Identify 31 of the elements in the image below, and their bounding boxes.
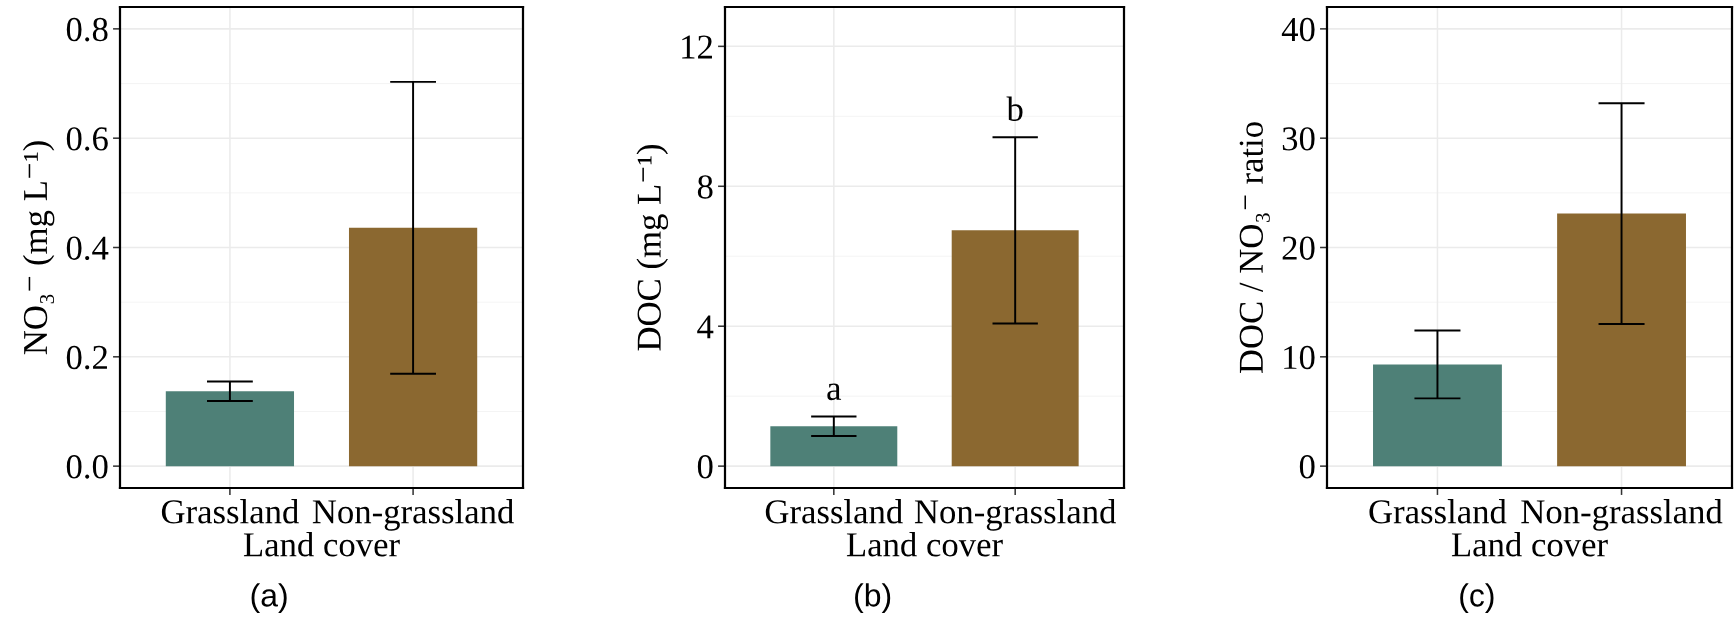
annotation: a: [827, 383, 842, 401]
text: (b): [855, 583, 891, 613]
y-tick-label: 20: [1282, 236, 1315, 260]
y-tick-label: 0.4: [66, 236, 109, 261]
y-tick-label: 0: [1299, 455, 1315, 479]
y-axis-title: NO₃⁻ (mg L⁻¹): [22, 141, 55, 355]
y-tick-label: 10: [1284, 345, 1315, 370]
y-tick-label: 30: [1282, 127, 1315, 151]
text: (c): [1460, 583, 1494, 613]
y-axis-title: DOC / NO₃⁻ ratio: [1239, 122, 1270, 374]
x-axis-title: Land cover: [243, 532, 400, 557]
y-tick-label: 0.0: [66, 455, 108, 479]
text: (a): [251, 583, 287, 613]
x-tick-label: Non-grassland: [312, 499, 514, 531]
y-tick-label: 4: [697, 315, 714, 339]
annotation: b: [1006, 96, 1023, 121]
x-tick-label: Non-grassland: [914, 499, 1117, 531]
y-tick-label: 8: [697, 175, 713, 199]
x-tick-label: Non-grassland: [1521, 499, 1723, 531]
x-tick-label: Grassland: [1369, 499, 1507, 524]
x-tick-label: Grassland: [765, 499, 903, 524]
y-axis-title: DOC (mg L⁻¹): [636, 144, 669, 351]
y-tick-label: 12: [682, 35, 712, 59]
x-axis-title: Land cover: [1451, 532, 1608, 557]
y-tick-label: 0.8: [66, 17, 108, 42]
x-tick-label: Grassland: [161, 499, 299, 524]
y-tick-label: 0.2: [66, 345, 107, 370]
y-tick-label: 40: [1281, 17, 1315, 42]
x-axis-title: Land cover: [846, 532, 1003, 557]
y-tick-label: 0.6: [66, 127, 108, 151]
y-tick-label: 0: [697, 455, 713, 479]
